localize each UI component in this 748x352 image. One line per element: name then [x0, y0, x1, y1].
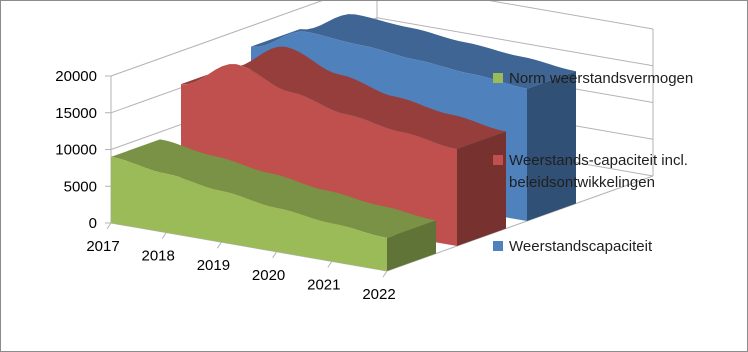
- legend-swatch: [493, 155, 503, 165]
- legend-item: Weerstands-capaciteit incl. beleidsontwik…: [493, 152, 688, 191]
- x-tick-label: 2018: [142, 248, 175, 265]
- series-3: [111, 139, 436, 271]
- series-top: [251, 14, 576, 89]
- x-tick-mark: [327, 261, 333, 268]
- x-tick-label: 2022: [362, 286, 395, 303]
- legend-label: Norm weerstandsvermogen: [509, 70, 693, 87]
- legend-swatch: [493, 241, 503, 251]
- gridline: [110, 1, 654, 77]
- series-top: [111, 139, 436, 238]
- legend-swatch: [493, 73, 503, 83]
- x-tick-mark: [382, 270, 388, 278]
- y-tick-label: 10000: [55, 142, 97, 159]
- x-tick-mark: [161, 232, 167, 239]
- legend-label: beleidsontwikkelingen: [509, 174, 655, 191]
- series-side: [457, 131, 506, 246]
- floor-edge: [386, 175, 654, 272]
- x-tick-mark: [272, 251, 278, 259]
- series-side: [527, 71, 576, 221]
- y-tick-label: 0: [89, 215, 97, 232]
- series-top: [181, 46, 506, 150]
- x-tick-mark: [216, 241, 222, 249]
- legend-label: Weerstands-capaciteit incl.: [509, 152, 688, 169]
- x-tick-label: 2021: [307, 276, 340, 293]
- x-tick-label: 2019: [197, 257, 230, 274]
- series-side: [387, 220, 436, 271]
- y-tick-label: 15000: [55, 105, 97, 122]
- series-front: [111, 156, 387, 271]
- legend-item: Norm weerstandsvermogen: [493, 70, 693, 87]
- x-tick-label: 2017: [86, 238, 119, 255]
- legend-item: Weerstandscapaciteit: [493, 238, 653, 255]
- x-tick-label: 2020: [252, 267, 285, 284]
- y-tick-label: 5000: [64, 178, 97, 195]
- y-tick-label: 20000: [55, 68, 97, 85]
- x-tick-mark: [106, 222, 112, 230]
- legend-label: Weerstandscapaciteit: [509, 238, 653, 255]
